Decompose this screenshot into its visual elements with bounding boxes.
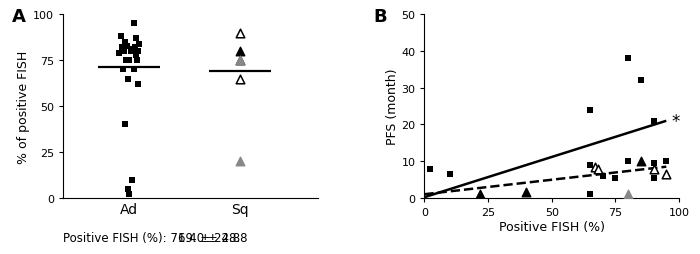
Point <box>133 83 144 87</box>
Point <box>118 50 130 54</box>
X-axis label: Positive FISH (%): Positive FISH (%) <box>498 220 605 233</box>
Point <box>234 59 246 63</box>
Point <box>125 50 136 54</box>
Point <box>234 31 246 36</box>
Text: *: * <box>671 112 680 130</box>
Point <box>584 108 596 112</box>
Point <box>635 160 646 164</box>
Point <box>622 57 634 61</box>
Point <box>130 37 141 41</box>
Point <box>126 178 137 182</box>
Point <box>622 160 634 164</box>
Point <box>133 50 144 54</box>
Point <box>124 59 135 63</box>
Point <box>584 193 596 197</box>
Point <box>648 167 659 171</box>
Point <box>120 41 131 45</box>
Point <box>122 187 134 191</box>
Text: 69.0 ± 28.8: 69.0 ± 28.8 <box>178 231 248 244</box>
Point <box>122 77 134 81</box>
Point <box>424 167 435 171</box>
Point <box>234 50 246 54</box>
Point <box>130 46 141 50</box>
Point <box>122 44 133 48</box>
Point <box>234 77 246 81</box>
Point <box>661 172 672 176</box>
Point <box>597 174 608 178</box>
Y-axis label: % of positive FISH: % of positive FISH <box>18 50 30 163</box>
Point <box>128 68 139 72</box>
Point <box>117 68 128 72</box>
Point <box>116 46 127 50</box>
Point <box>635 79 646 83</box>
Text: B: B <box>374 8 387 26</box>
Text: Positive FISH (%): 71.4 ± 24.8: Positive FISH (%): 71.4 ± 24.8 <box>63 231 240 244</box>
Point <box>120 123 131 127</box>
Point <box>115 35 126 39</box>
Point <box>648 176 659 180</box>
Point <box>120 59 132 63</box>
Point <box>648 119 659 123</box>
Point <box>589 165 601 169</box>
Point <box>521 190 532 195</box>
Point <box>444 172 456 176</box>
Text: A: A <box>12 8 26 26</box>
Point <box>584 163 596 167</box>
Point <box>128 22 139 26</box>
Point <box>622 193 634 197</box>
Point <box>661 160 672 164</box>
Y-axis label: PFS (month): PFS (month) <box>386 69 398 145</box>
Point <box>475 193 486 197</box>
Point <box>610 176 621 180</box>
Point <box>127 48 139 52</box>
Point <box>114 52 125 56</box>
Point <box>648 161 659 165</box>
Point <box>124 193 135 197</box>
Point <box>132 59 143 63</box>
Point <box>592 167 603 171</box>
Point <box>234 160 246 164</box>
Point <box>134 42 145 46</box>
Point <box>234 59 246 63</box>
Point <box>130 53 141 57</box>
